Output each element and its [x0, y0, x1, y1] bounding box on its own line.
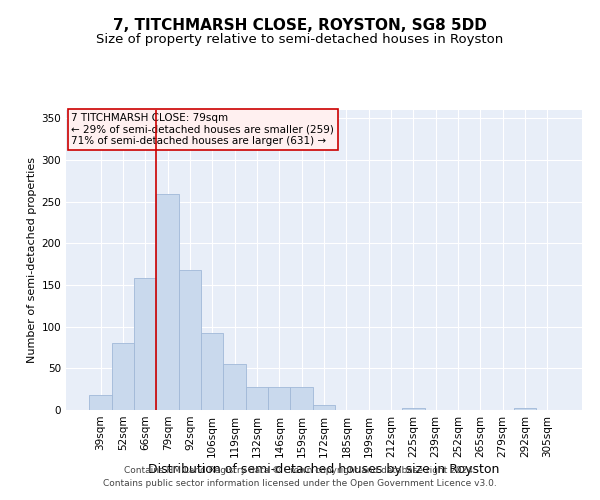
Text: Contains HM Land Registry data © Crown copyright and database right 2024.
Contai: Contains HM Land Registry data © Crown c… [103, 466, 497, 487]
Bar [514, 408, 536, 410]
Bar [313, 405, 335, 410]
Bar [223, 364, 246, 410]
X-axis label: Distribution of semi-detached houses by size in Royston: Distribution of semi-detached houses by … [148, 462, 500, 475]
Bar [268, 386, 290, 410]
Text: Size of property relative to semi-detached houses in Royston: Size of property relative to semi-detach… [97, 32, 503, 46]
Y-axis label: Number of semi-detached properties: Number of semi-detached properties [27, 157, 37, 363]
Bar [89, 395, 112, 410]
Bar [157, 194, 179, 410]
Bar [290, 386, 313, 410]
Bar [201, 332, 223, 410]
Bar [179, 270, 201, 410]
Bar [402, 408, 425, 410]
Text: 7, TITCHMARSH CLOSE, ROYSTON, SG8 5DD: 7, TITCHMARSH CLOSE, ROYSTON, SG8 5DD [113, 18, 487, 32]
Bar [246, 386, 268, 410]
Text: 7 TITCHMARSH CLOSE: 79sqm
← 29% of semi-detached houses are smaller (259)
71% of: 7 TITCHMARSH CLOSE: 79sqm ← 29% of semi-… [71, 113, 334, 146]
Bar [134, 278, 157, 410]
Bar [112, 344, 134, 410]
